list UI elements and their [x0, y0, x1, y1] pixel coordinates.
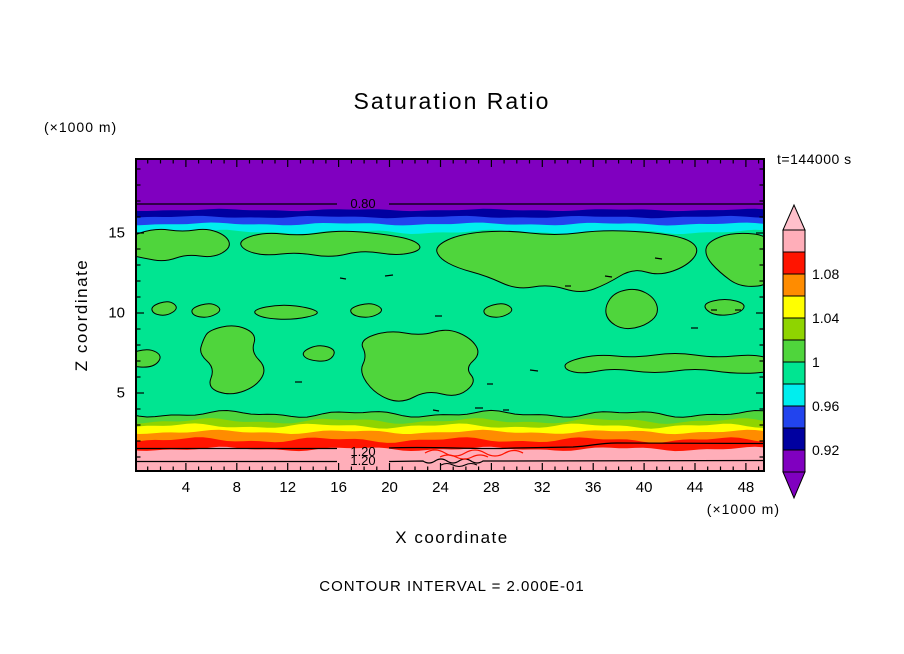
colorbar-tick-label: 1	[812, 354, 820, 370]
y-tick-label: 10	[108, 304, 125, 322]
contour-label-0.80: 0.80	[350, 196, 375, 211]
x-tick-label: 20	[381, 479, 398, 496]
colorbar-segment	[782, 339, 806, 363]
colorbar-tick-label: 1.08	[812, 266, 840, 282]
colorbar-segment	[782, 317, 806, 341]
colorbar-arrow-down	[782, 471, 806, 500]
contour-fragment	[384, 274, 394, 277]
detail-squiggle	[424, 449, 524, 457]
x-tick-label: 4	[181, 479, 191, 496]
contour-patch	[254, 304, 318, 320]
colorbar-segment	[782, 229, 806, 253]
plot-frame	[135, 158, 765, 472]
fill-band	[135, 446, 765, 472]
x-tick-label: 32	[533, 479, 551, 496]
contour-patch	[191, 303, 221, 318]
contour-patch	[361, 329, 479, 402]
contour-patch	[436, 230, 698, 292]
x-tick-label: 28	[483, 479, 500, 496]
x-tick-label: 44	[686, 479, 704, 496]
colorbar-tick-label: 0.92	[812, 442, 840, 458]
x-tick-label: 48	[737, 479, 755, 496]
contour-patch	[704, 299, 745, 316]
y-tick-label: 5	[116, 384, 125, 402]
colorbar-segment	[782, 405, 806, 429]
y-axis-unit: (×1000 m)	[44, 119, 118, 135]
contour-interval-note: CONTOUR INTERVAL = 2.000E-01	[319, 578, 585, 595]
y-tick-label: 15	[108, 224, 125, 242]
contour-plot: 0.80 1.20 1.20	[135, 158, 765, 472]
contour-patch	[350, 303, 382, 318]
x-tick-label: 24	[432, 479, 449, 496]
colorbar-segment	[782, 295, 806, 319]
x-tick-label: 16	[330, 479, 347, 496]
fill-band	[135, 158, 765, 212]
contour-label-1.20-upper: 1.20	[350, 444, 375, 459]
colorbar-svg	[782, 203, 806, 500]
time-annotation: t=144000 s	[777, 151, 852, 167]
colorbar-segment	[782, 361, 806, 385]
contour-label-1.20-lower: 1.20	[350, 453, 375, 468]
x-axis-title: X coordinate	[395, 528, 509, 547]
contour-fragment	[604, 275, 613, 278]
x-tick-label: 12	[279, 479, 297, 496]
contour-patch	[200, 325, 265, 395]
labeled-contour-line	[135, 442, 765, 450]
colorbar-arrow-up	[782, 203, 806, 231]
contour-fragment	[432, 409, 440, 412]
axis-tick-marks	[137, 160, 763, 470]
colorbar-tick-label: 1.04	[812, 310, 840, 326]
colorbar-tick-label: 0.96	[812, 398, 840, 414]
x-tick-label: 36	[584, 479, 602, 496]
contour-patch	[483, 303, 513, 318]
plot-area: 0.80 1.20 1.20	[135, 158, 765, 472]
chart-title: Saturation Ratio	[353, 88, 551, 114]
contour-patch	[302, 345, 335, 362]
x-tick-label: 40	[635, 479, 653, 496]
colorbar-segment	[782, 383, 806, 407]
contour-line-labels: 0.80 1.20 1.20	[350, 196, 375, 468]
colorbar-segment	[782, 449, 806, 473]
colorbar-segment	[782, 251, 806, 275]
contour-field	[135, 158, 765, 472]
x-axis-unit: (×1000 m)	[706, 501, 780, 517]
contour-patch	[151, 301, 177, 316]
contour-fragment	[529, 369, 539, 372]
x-tick-label: 8	[232, 479, 241, 496]
colorbar-segment	[782, 427, 806, 451]
colorbar	[781, 202, 811, 502]
contour-patch	[705, 232, 765, 287]
detail-squiggle	[439, 454, 489, 460]
contour-patch	[564, 353, 765, 374]
detail-squiggle	[440, 463, 478, 467]
contour-fragment	[339, 277, 347, 280]
contour-patch	[135, 228, 230, 262]
contour-patch	[605, 288, 658, 330]
contour-fragment	[654, 257, 663, 260]
colorbar-segment	[782, 273, 806, 297]
labeled-contour-line	[135, 458, 765, 464]
contour-patch	[240, 230, 421, 257]
